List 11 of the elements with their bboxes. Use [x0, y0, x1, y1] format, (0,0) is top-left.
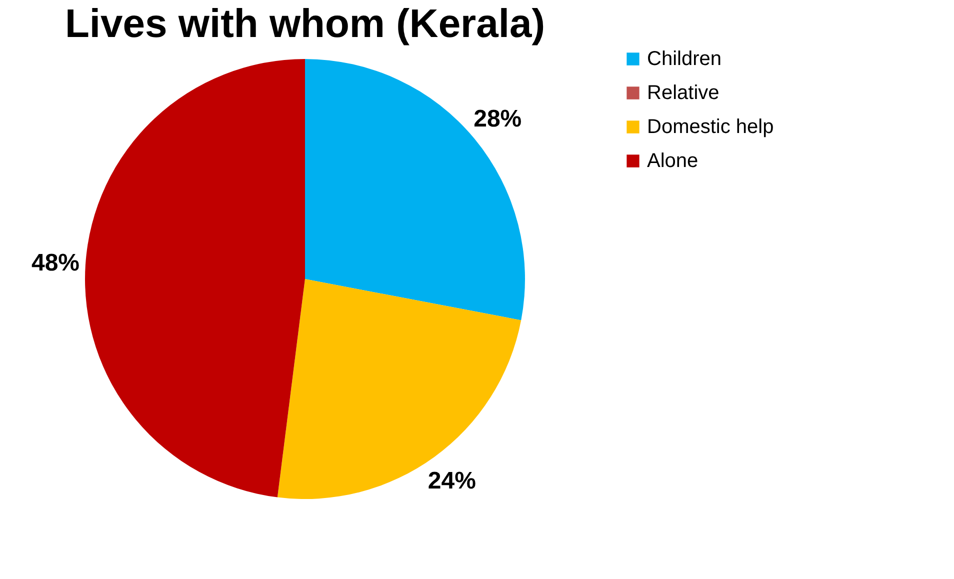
- legend-label: Domestic help: [647, 116, 774, 138]
- pie-slice: [277, 279, 522, 499]
- legend-label: Relative: [647, 82, 720, 104]
- chart-title: Lives with whom (Kerala): [64, 2, 546, 46]
- data-label: 24%: [428, 467, 476, 494]
- pie-slice: [305, 59, 525, 320]
- data-label: 28%: [474, 106, 522, 133]
- legend-label: Alone: [647, 150, 698, 172]
- pie-slice: [85, 59, 305, 498]
- data-label: 48%: [31, 249, 80, 276]
- legend-label: Children: [647, 48, 722, 70]
